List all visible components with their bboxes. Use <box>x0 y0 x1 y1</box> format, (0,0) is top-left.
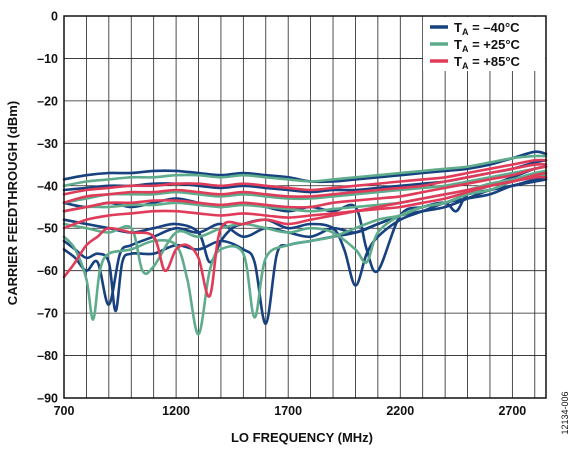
y-tick-label: –10 <box>37 52 58 66</box>
y-tick-labels: 0 –10 –20 –30 –40 –50 –60 –70 –80 –90 <box>37 10 58 406</box>
y-tick-label: –20 <box>37 94 58 108</box>
series-2-curve-4 <box>62 165 548 205</box>
series-3-curve-4 <box>62 171 548 230</box>
y-tick-label: –40 <box>37 179 58 193</box>
legend-label: TA = –40°C <box>454 20 520 37</box>
y-tick-label: –90 <box>37 392 58 406</box>
figure-id: 12134-006 <box>560 391 570 434</box>
plot-frame <box>63 15 547 399</box>
series-2-curve-1 <box>62 154 548 188</box>
series-3-curve-5 <box>62 162 548 205</box>
legend-label: TA = +25°C <box>454 37 521 54</box>
x-tick-label: 700 <box>54 404 75 418</box>
series-2-curve-3 <box>62 173 548 276</box>
y-tick-label: –60 <box>37 264 58 278</box>
x-tick-labels: 700 1200 1700 2200 2700 <box>54 404 527 418</box>
series-3-curve-1 <box>62 158 548 196</box>
y-tick-label: –70 <box>37 307 58 321</box>
series-curves <box>62 150 548 336</box>
x-axis-title: LO FREQUENCY (MHz) <box>231 430 373 445</box>
y-tick-label: –80 <box>37 349 58 363</box>
series-3-curve-2 <box>62 175 548 298</box>
y-tick-label: –30 <box>37 137 58 151</box>
x-tick-label: 1700 <box>274 404 302 418</box>
y-tick-label: 0 <box>51 10 58 24</box>
legend: TA = –40°CTA = +25°CTA = +85°C <box>423 17 545 71</box>
legend-label: TA = +85°C <box>454 54 521 71</box>
series-1-curve-4 <box>62 178 548 287</box>
series-3-curve-3 <box>62 165 548 213</box>
x-tick-label: 1200 <box>162 404 190 418</box>
y-tick-label: –50 <box>37 222 58 236</box>
x-tick-label: 2700 <box>498 404 526 418</box>
x-tick-label: 2200 <box>386 404 414 418</box>
y-axis-title: CARRIER FEEDTHROUGH (dBm) <box>5 101 20 305</box>
